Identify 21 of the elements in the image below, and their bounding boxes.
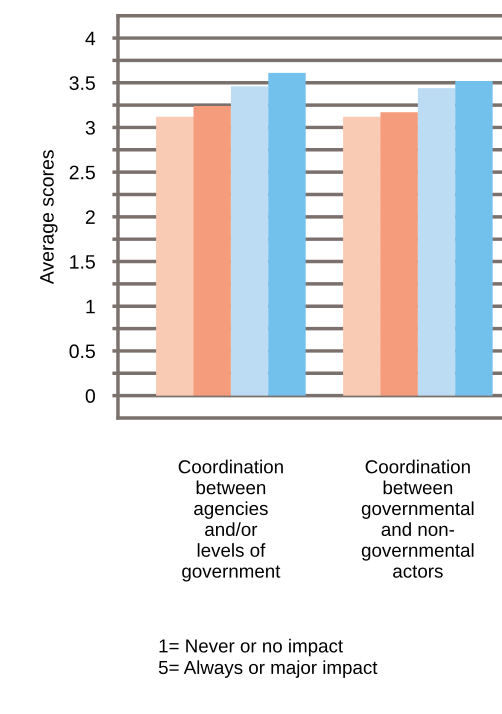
y-axis-title: Average scores — [40, 150, 58, 284]
bar — [156, 116, 194, 396]
y-tick-label: 3.5 — [69, 76, 95, 90]
bar — [343, 116, 380, 396]
y-tick-label: 1.5 — [70, 255, 95, 269]
bar — [380, 112, 418, 396]
y-tick-label: 3 — [86, 120, 95, 135]
bar — [194, 106, 231, 396]
bar — [418, 88, 456, 396]
y-tick-label: 0.5 — [69, 344, 95, 358]
y-tick-label: 0 — [86, 389, 95, 403]
bar — [268, 72, 306, 396]
x-tick-label: Coordination between governmental and non- governmental actors — [362, 460, 474, 578]
bar — [455, 80, 493, 396]
y-tick-label: 2.5 — [70, 166, 95, 180]
y-tick-label: 4 — [85, 32, 96, 46]
x-tick-label: Coordination between agencies and/or levels of government — [178, 460, 283, 582]
text: 1= Never or no impact 5= Always or major impact — [158, 638, 378, 678]
y-tick-label: 1 — [86, 300, 95, 314]
y-tick-label: 2 — [86, 210, 95, 224]
bar — [230, 86, 268, 396]
